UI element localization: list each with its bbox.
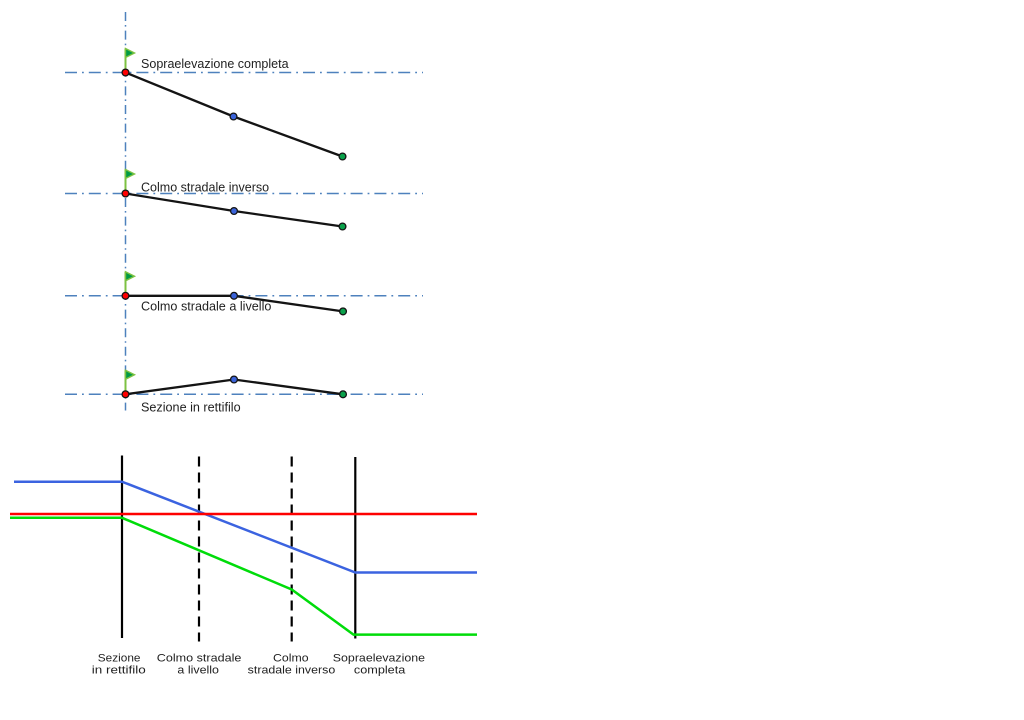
- outer-edge-profile-blue: [14, 480, 477, 574]
- outer-edge-point: [338, 222, 347, 231]
- lane-edge-point: [229, 206, 239, 216]
- inner-edge-profile-green: [10, 516, 477, 636]
- station-label-line1: Colmo stradale: [157, 653, 242, 665]
- section-label: Sezione in rettifilo: [141, 399, 241, 414]
- centerline-point: [121, 291, 130, 300]
- centerline-point: [121, 189, 130, 198]
- station-label-line2: completa: [354, 665, 406, 677]
- station-flag-icon: [124, 168, 137, 191]
- lane-edge-point: [229, 112, 238, 121]
- section-label: Colmo stradale inverso: [141, 179, 269, 194]
- outer-edge-point: [338, 152, 347, 161]
- station-label-colmo-stradale-inverso: Colmo stradale inverso: [248, 653, 336, 677]
- station-label-sopraelevazione-completa: Sopraelevazione completa: [333, 653, 425, 677]
- cross-sections-group: Sopraelevazione completa Colmo stradale …: [65, 12, 423, 414]
- station-label-line1: Sopraelevazione: [333, 653, 425, 665]
- station-flag-icon: [124, 369, 137, 392]
- lane-edge-point: [229, 291, 239, 300]
- outer-edge-point: [338, 307, 348, 316]
- centerline-point: [121, 68, 130, 77]
- station-label-line2: stradale inverso: [248, 665, 336, 677]
- flag-pennant: [124, 168, 137, 180]
- flag-pennant: [124, 270, 137, 282]
- station-label-line1: Colmo: [273, 653, 309, 665]
- station-label-line1: Sezione: [98, 653, 141, 665]
- station-label-sezione-in-rettifilo: Sezione in rettifilo: [92, 653, 146, 677]
- centerline-point: [121, 390, 130, 399]
- section-label: Colmo stradale a livello: [141, 299, 271, 314]
- lane-edge-point: [229, 375, 239, 384]
- cross-section-colmo-stradale-a-livello: Colmo stradale a livello: [65, 270, 423, 316]
- edge-profile-group: Sezione in rettifilo Colmo stradale a li…: [10, 455, 477, 677]
- station-flag-icon: [124, 270, 137, 294]
- station-label-colmo-stradale-a-livello: Colmo stradale a livello: [157, 653, 242, 677]
- cross-section-sezione-in-rettifilo: Sezione in rettifilo: [65, 369, 423, 414]
- section-label: Sopraelevazione completa: [141, 56, 289, 71]
- flag-pennant: [124, 369, 137, 381]
- flag-pennant: [124, 47, 137, 59]
- outer-edge-point: [338, 390, 348, 399]
- station-flag-icon: [124, 47, 137, 70]
- station-label-line2: a livello: [177, 665, 219, 677]
- cross-section-colmo-stradale-inverso: Colmo stradale inverso: [65, 168, 423, 231]
- station-label-line2: in rettifilo: [92, 665, 146, 677]
- cross-section-sopraelevazione-completa: Sopraelevazione completa: [65, 47, 423, 161]
